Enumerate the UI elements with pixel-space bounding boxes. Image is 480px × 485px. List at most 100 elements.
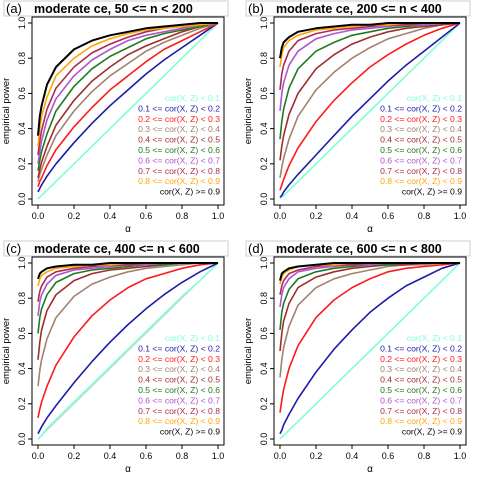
chart-panel: (c) moderate ce, 400 <= n < 600 0.0 0.2 0.4 0… — [1, 241, 228, 475]
legend-entry: cor(X, Z) >= 0.9 — [160, 427, 220, 437]
legend-entry: 0.2 <= cor(X, Z) < 0.3 — [380, 114, 462, 124]
y-tick-label: 0.8 — [17, 292, 27, 305]
y-tick-label: 0.2 — [17, 158, 27, 171]
legend-entry: 0.3 <= cor(X, Z) < 0.4 — [380, 124, 462, 134]
y-axis-label: empirical power — [243, 78, 254, 145]
legend-entry: 0.5 <= cor(X, Z) < 0.6 — [380, 385, 462, 395]
y-tick-label: 1.0 — [259, 257, 269, 270]
y-tick-label: 0.4 — [259, 122, 269, 135]
x-tick-label: 0.6 — [382, 451, 395, 461]
x-tick-label: 0.8 — [418, 211, 431, 221]
legend-entry: 0.8 <= cor(X, Z) < 0.9 — [380, 176, 462, 186]
y-tick-label: 0.6 — [259, 87, 269, 100]
legend-entry: 0.5 <= cor(X, Z) < 0.6 — [380, 145, 462, 155]
x-tick-label: 0.8 — [176, 211, 189, 221]
panel-label: (c) — [6, 241, 21, 256]
x-tick-label: 0.4 — [104, 211, 117, 221]
series-line — [38, 263, 218, 333]
x-tick-label: 0.8 — [418, 451, 431, 461]
legend-entry: 0.2 <= cor(X, Z) < 0.3 — [380, 354, 462, 364]
legend-entry: cor(X, Z) >= 0.9 — [402, 427, 462, 437]
legend-entry: 0.1 <= cor(X, Z) < 0.2 — [138, 103, 220, 113]
x-tick-label: 0.2 — [310, 211, 323, 221]
x-tick-label: 0.6 — [382, 211, 395, 221]
y-tick-label: 0.8 — [259, 52, 269, 65]
y-tick-label: 1.0 — [259, 17, 269, 30]
legend-entry: 0.8 <= cor(X, Z) < 0.9 — [138, 176, 220, 186]
y-tick-label: 0.0 — [259, 433, 269, 446]
y-tick-label: 0.6 — [259, 327, 269, 340]
panel-title: moderate ce, 50 <= n < 200 — [34, 2, 193, 16]
legend-entry: 0.4 <= cor(X, Z) < 0.5 — [138, 375, 220, 385]
panel-title: moderate ce, 600 <= n < 800 — [276, 242, 442, 256]
x-axis-label: α — [367, 224, 373, 235]
legend-entry: 0.6 <= cor(X, Z) < 0.7 — [138, 155, 220, 165]
x-tick-label: 0.0 — [274, 211, 287, 221]
x-axis-label: α — [367, 464, 373, 475]
y-axis-label: empirical power — [1, 318, 12, 385]
legend-entry: cor(X, Z) >= 0.9 — [160, 187, 220, 197]
legend-entry: 0.4 <= cor(X, Z) < 0.5 — [380, 375, 462, 385]
legend-entry: cor(X, Z) >= 0.9 — [402, 187, 462, 197]
legend-entry: 0.6 <= cor(X, Z) < 0.7 — [380, 395, 462, 405]
y-tick-label: 0.4 — [259, 362, 269, 375]
x-axis-label: α — [125, 464, 131, 475]
legend-entry: 0.3 <= cor(X, Z) < 0.4 — [138, 124, 220, 134]
y-tick-label: 0.2 — [259, 158, 269, 171]
y-tick-label: 0.8 — [259, 292, 269, 305]
y-tick-label: 0.2 — [259, 398, 269, 411]
legend-entry: 0.4 <= cor(X, Z) < 0.5 — [138, 135, 220, 145]
chart-panel: (d) moderate ce, 600 <= n < 800 0.0 0.2 0.4 0… — [243, 241, 470, 475]
y-tick-label: 0.6 — [17, 87, 27, 100]
x-axis-label: α — [125, 224, 131, 235]
x-tick-label: 1.0 — [454, 211, 467, 221]
x-tick-label: 0.2 — [68, 451, 81, 461]
y-tick-label: 1.0 — [17, 257, 27, 270]
panel-title: moderate ce, 400 <= n < 600 — [34, 242, 200, 256]
x-tick-label: 0.0 — [274, 451, 287, 461]
x-tick-label: 0.2 — [310, 451, 323, 461]
y-tick-label: 0.0 — [17, 193, 27, 206]
x-tick-label: 1.0 — [454, 451, 467, 461]
legend-entry: 0.4 <= cor(X, Z) < 0.5 — [380, 135, 462, 145]
legend-entry: 0.1 <= cor(X, Z) < 0.2 — [138, 343, 220, 353]
x-tick-label: 0.6 — [140, 211, 153, 221]
y-tick-label: 0.0 — [259, 193, 269, 206]
y-axis-label: empirical power — [1, 78, 12, 145]
panel-title: moderate ce, 200 <= n < 400 — [276, 2, 442, 16]
legend-entry: 0.7 <= cor(X, Z) < 0.8 — [138, 166, 220, 176]
legend-entry: 0.1 <= cor(X, Z) < 0.2 — [380, 103, 462, 113]
legend-entry: 0.8 <= cor(X, Z) < 0.9 — [138, 416, 220, 426]
x-tick-label: 0.4 — [346, 451, 359, 461]
x-tick-label: 0.6 — [140, 451, 153, 461]
legend-entry: cor(X, Z) < 0.1 — [407, 93, 462, 103]
y-tick-label: 0.8 — [17, 52, 27, 65]
legend-entry: cor(X, Z) < 0.1 — [407, 333, 462, 343]
chart-panel: (a) moderate ce, 50 <= n < 200 0.0 0.2 0.4 0.… — [1, 1, 228, 235]
panel-label: (a) — [6, 1, 22, 16]
legend-entry: cor(X, Z) < 0.1 — [165, 93, 220, 103]
legend-entry: 0.7 <= cor(X, Z) < 0.8 — [138, 406, 220, 416]
legend-entry: 0.2 <= cor(X, Z) < 0.3 — [138, 354, 220, 364]
legend-entry: 0.1 <= cor(X, Z) < 0.2 — [380, 343, 462, 353]
x-tick-label: 0.0 — [32, 451, 45, 461]
y-tick-label: 0.2 — [17, 398, 27, 411]
y-tick-label: 0.4 — [17, 362, 27, 375]
legend-entry: 0.3 <= cor(X, Z) < 0.4 — [380, 364, 462, 374]
y-axis-label: empirical power — [243, 318, 254, 385]
chart-panel: (b) moderate ce, 200 <= n < 400 0.0 0.2 0.4 0… — [243, 1, 470, 235]
y-tick-label: 0.0 — [17, 433, 27, 446]
y-tick-label: 0.6 — [17, 327, 27, 340]
legend-entry: 0.5 <= cor(X, Z) < 0.6 — [138, 145, 220, 155]
x-tick-label: 1.0 — [212, 451, 225, 461]
legend-entry: 0.6 <= cor(X, Z) < 0.7 — [380, 155, 462, 165]
panel-label: (b) — [248, 1, 264, 16]
legend-entry: 0.8 <= cor(X, Z) < 0.9 — [380, 416, 462, 426]
legend-entry: cor(X, Z) < 0.1 — [165, 333, 220, 343]
legend-entry: 0.6 <= cor(X, Z) < 0.7 — [138, 395, 220, 405]
x-tick-label: 0.0 — [32, 211, 45, 221]
legend-entry: 0.7 <= cor(X, Z) < 0.8 — [380, 166, 462, 176]
panel-label: (d) — [248, 241, 264, 256]
